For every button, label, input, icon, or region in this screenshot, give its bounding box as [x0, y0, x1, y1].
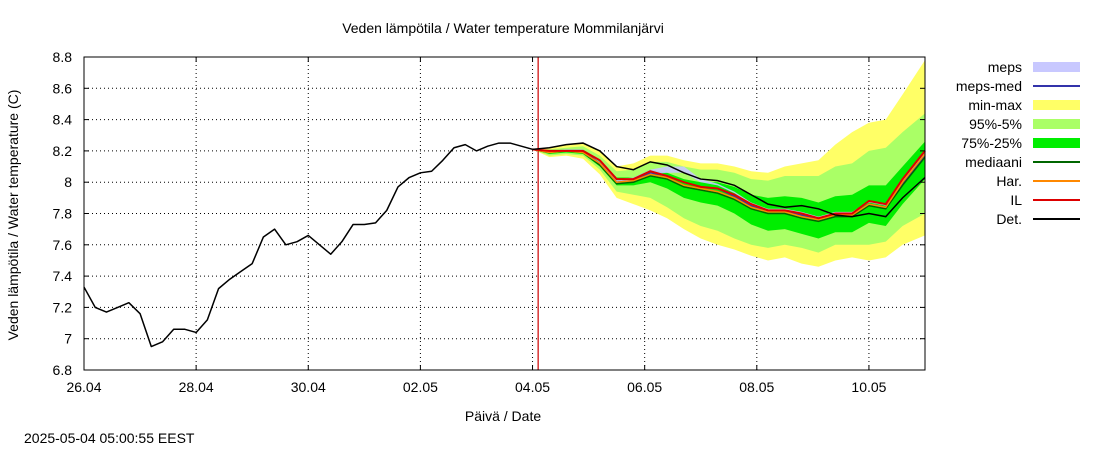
line-mediaani — [532, 148, 926, 223]
y-tick-label: 7.8 — [53, 206, 73, 222]
y-tick-label: 6.8 — [53, 362, 73, 378]
legend-label-p75_25: 75%-25% — [961, 135, 1022, 151]
chart-title: Veden lämpötila / Water temperature Momm… — [342, 20, 664, 36]
x-tick-label: 26.04 — [66, 379, 101, 395]
legend-swatch-meps — [1033, 62, 1080, 72]
y-tick-label: 7.6 — [53, 237, 73, 253]
x-tick-label: 10.05 — [851, 379, 886, 395]
legend-label-il: IL — [1010, 192, 1022, 208]
y-tick-label: 8.8 — [53, 49, 73, 65]
y-tick-label: 8.6 — [53, 80, 73, 96]
legend-swatch-minmax — [1033, 100, 1080, 110]
y-tick-label: 8 — [64, 174, 72, 190]
line-il — [532, 148, 926, 220]
y-tick-label: 7.4 — [53, 268, 73, 284]
timestamp: 2025-05-04 05:00:55 EEST — [24, 430, 195, 446]
line-har — [532, 148, 926, 221]
legend-label-meps_med: meps-med — [956, 78, 1022, 94]
x-tick-label: 04.05 — [515, 379, 550, 395]
legend-label-p95_5: 95%-5% — [969, 116, 1022, 132]
x-axis-label: Päivä / Date — [465, 408, 541, 424]
legend-swatch-p75_25 — [1033, 138, 1080, 148]
forecast-bands — [532, 60, 925, 267]
legend-label-mediaani: mediaani — [965, 154, 1022, 170]
legend-label-det: Det. — [996, 211, 1022, 227]
y-axis-ticks: 6.8 7 7.2 7.4 7.6 7.8 8 8.2 8.4 8.6 8.8 — [53, 49, 925, 378]
legend-label-minmax: min-max — [968, 97, 1022, 113]
legend-label-har: Har. — [996, 173, 1022, 189]
x-tick-label: 30.04 — [291, 379, 326, 395]
legend-label-meps: meps — [988, 59, 1022, 75]
x-axis-ticks: 26.04 28.04 30.04 02.05 04.05 06.05 08.05 10.05 — [66, 57, 887, 395]
y-tick-label: 7.2 — [53, 299, 73, 315]
legend: meps meps-med min-max 95%-5% 75%-25% mediaani… — [956, 59, 1080, 227]
line-det-forecast — [532, 142, 926, 218]
y-tick-label: 8.2 — [53, 143, 73, 159]
line-observed — [83, 142, 533, 348]
x-tick-label: 02.05 — [403, 379, 438, 395]
y-tick-label: 8.4 — [53, 112, 73, 128]
x-tick-label: 28.04 — [179, 379, 214, 395]
x-tick-label: 08.05 — [739, 379, 774, 395]
y-axis-label: Veden lämpötila / Water temperature (C) — [5, 90, 21, 341]
legend-swatch-p95_5 — [1033, 119, 1080, 129]
series-lines — [83, 57, 926, 370]
x-tick-label: 06.05 — [627, 379, 662, 395]
y-tick-label: 7 — [64, 331, 72, 347]
